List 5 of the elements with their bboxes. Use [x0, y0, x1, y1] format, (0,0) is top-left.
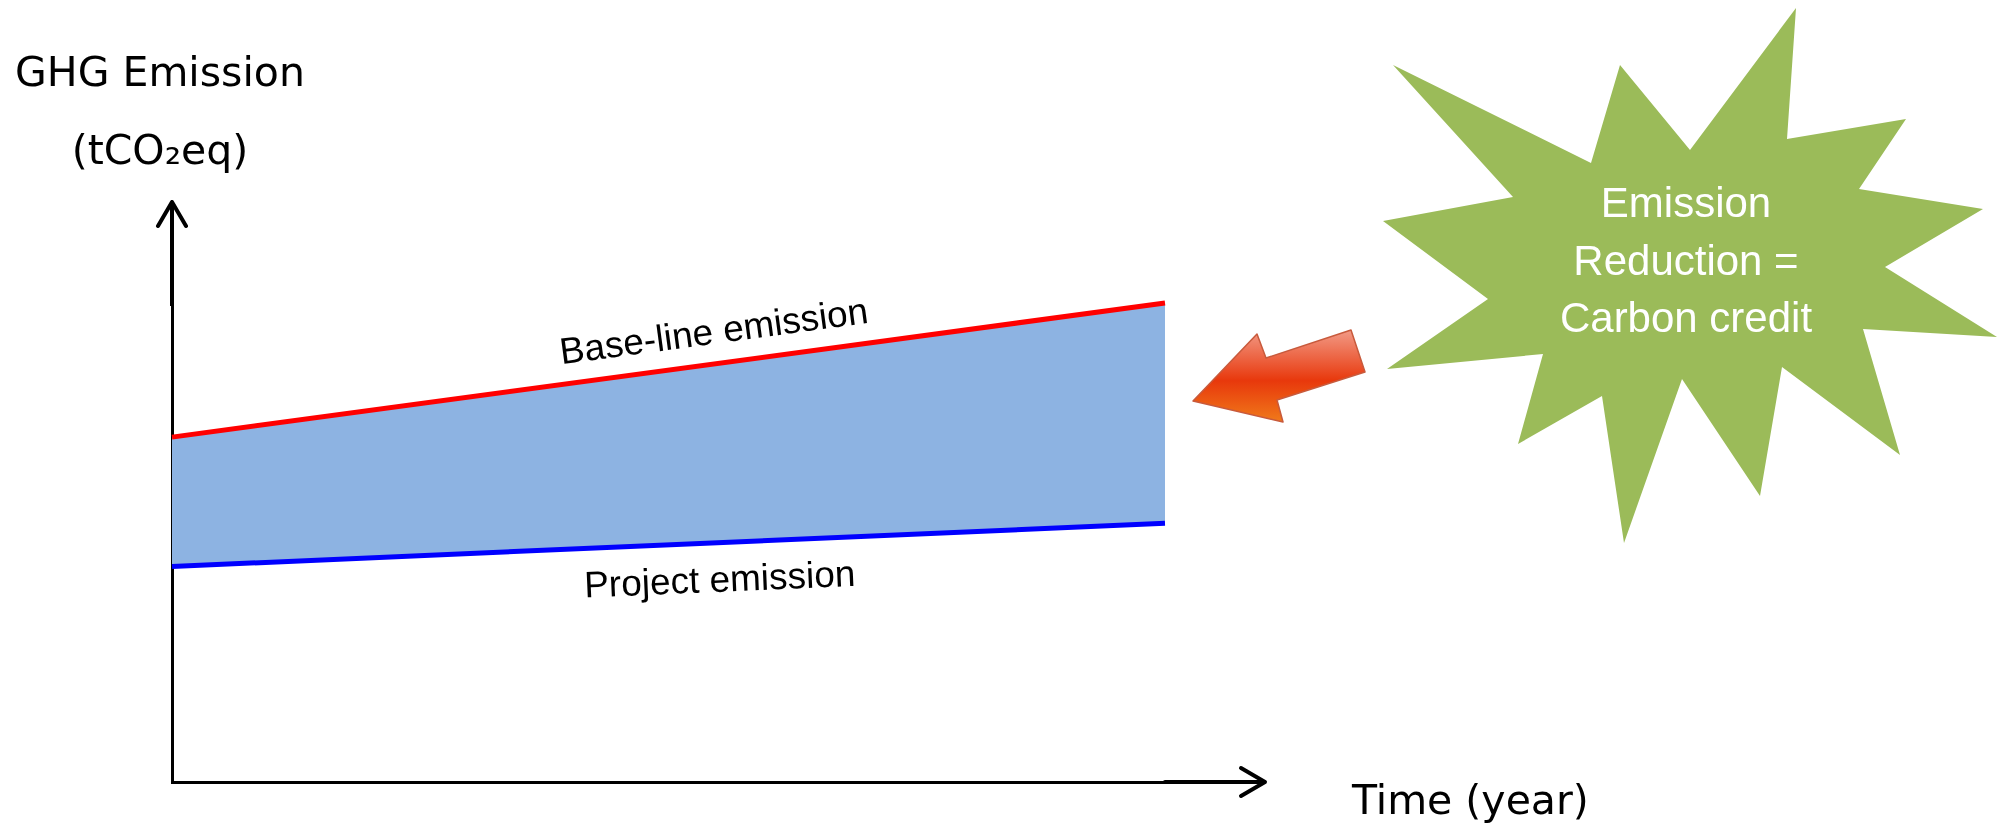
x-axis-title: Time (year) [1352, 776, 1589, 824]
text: Base-line emission [557, 290, 871, 373]
y-axis-title: GHG Emission (tCO₂eq) [14, 47, 306, 176]
annotation: Emission Reduction = Carbon credit [1558, 178, 1814, 343]
series-label: Project emission [583, 552, 857, 606]
